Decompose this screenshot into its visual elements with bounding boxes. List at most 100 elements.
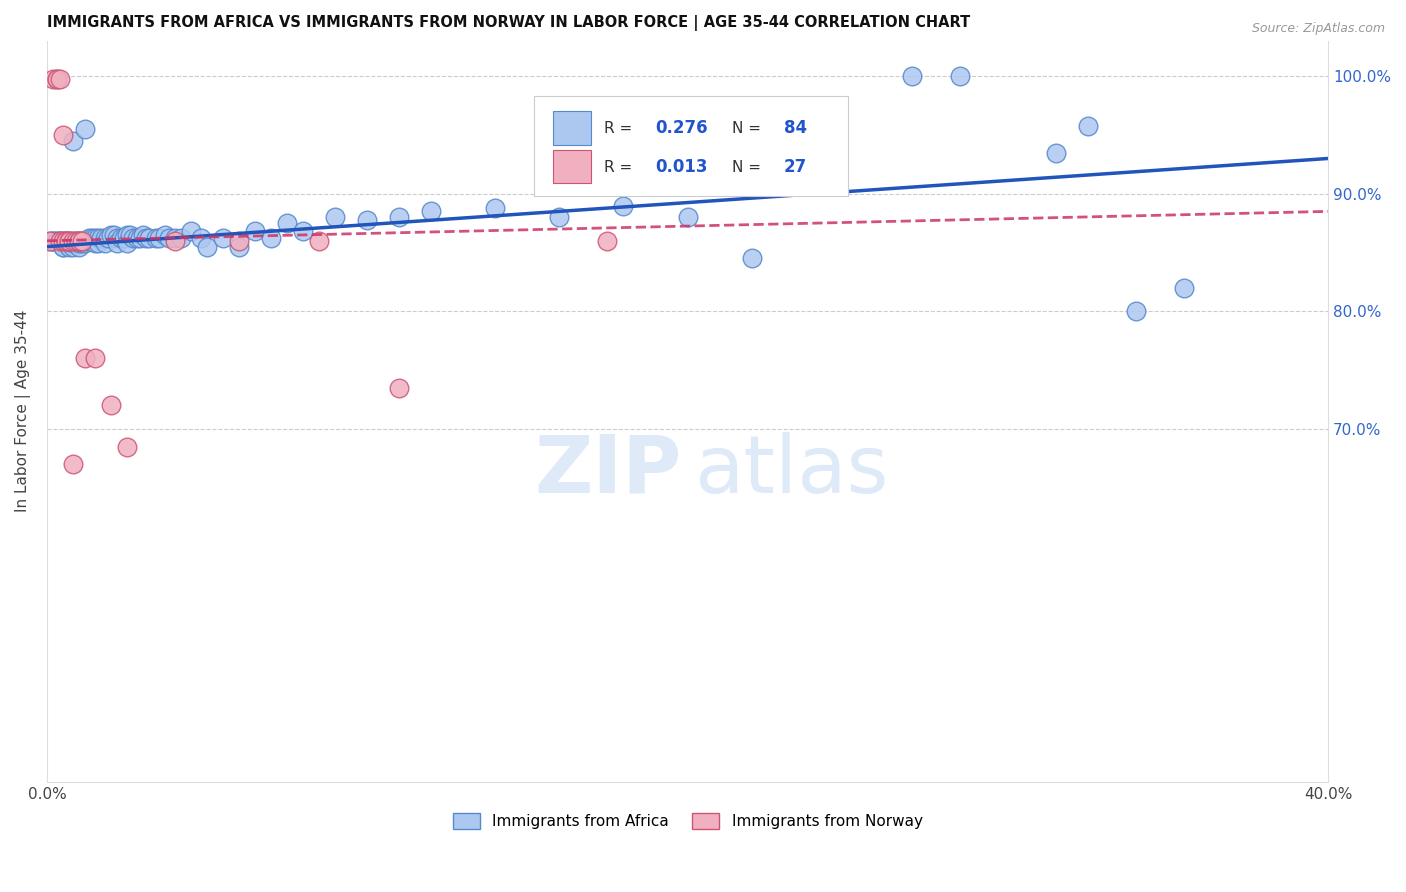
Point <box>67 234 90 248</box>
Y-axis label: In Labor Force | Age 35-44: In Labor Force | Age 35-44 <box>15 310 31 513</box>
Point <box>165 231 187 245</box>
Point <box>228 234 250 248</box>
Text: 84: 84 <box>783 120 807 137</box>
Point <box>949 69 972 83</box>
Point <box>84 351 107 366</box>
Point <box>1077 119 1099 133</box>
Point <box>87 236 110 251</box>
Point <box>93 236 115 251</box>
Point <box>55 234 77 248</box>
Point <box>75 234 97 248</box>
FancyBboxPatch shape <box>553 112 592 145</box>
Point <box>97 231 120 245</box>
Point <box>65 236 87 251</box>
Point <box>195 240 218 254</box>
Text: ZIP: ZIP <box>534 432 681 509</box>
Point <box>42 234 65 248</box>
Point <box>42 71 65 86</box>
Point <box>84 231 107 245</box>
Point <box>323 211 346 225</box>
Point <box>80 231 103 245</box>
Point <box>120 227 142 242</box>
Point <box>52 128 75 142</box>
Point <box>45 71 67 86</box>
Point <box>67 236 90 251</box>
Point <box>115 236 138 251</box>
Point <box>596 234 619 248</box>
Text: N =: N = <box>733 160 766 175</box>
Text: N =: N = <box>733 120 766 136</box>
Point <box>70 234 93 248</box>
Point <box>115 227 138 242</box>
Point <box>155 227 177 242</box>
Point <box>107 231 129 245</box>
Point <box>52 234 75 248</box>
Point <box>125 231 148 245</box>
Point <box>676 211 699 225</box>
Point <box>49 71 72 86</box>
Point <box>190 231 212 245</box>
Point <box>128 231 150 245</box>
Point <box>67 234 90 248</box>
Point <box>52 240 75 254</box>
Point <box>55 234 77 248</box>
Point <box>49 234 72 248</box>
Point <box>45 234 67 248</box>
Point <box>75 236 97 251</box>
Point <box>52 234 75 248</box>
Point <box>145 231 167 245</box>
Point <box>58 234 80 248</box>
Point <box>1045 145 1067 160</box>
Point <box>420 204 443 219</box>
Point <box>93 231 115 245</box>
Point <box>308 234 330 248</box>
Point <box>49 234 72 248</box>
Point <box>212 231 235 245</box>
Point <box>180 224 202 238</box>
Text: R =: R = <box>605 160 637 175</box>
Point <box>70 234 93 248</box>
Point <box>62 236 84 251</box>
Point <box>388 381 411 395</box>
Point <box>45 71 67 86</box>
Point <box>103 227 125 242</box>
Point <box>228 240 250 254</box>
Point <box>1125 304 1147 318</box>
Point <box>276 216 298 230</box>
Point <box>77 234 100 248</box>
Text: R =: R = <box>605 120 637 136</box>
Point <box>70 236 93 251</box>
Legend: Immigrants from Africa, Immigrants from Norway: Immigrants from Africa, Immigrants from … <box>444 805 931 837</box>
Point <box>100 227 122 242</box>
Point <box>388 211 411 225</box>
Point <box>75 122 97 136</box>
Point <box>75 351 97 366</box>
Point <box>900 69 922 83</box>
Point <box>243 224 266 238</box>
Point <box>132 227 155 242</box>
Point <box>39 234 62 248</box>
Point <box>62 234 84 248</box>
Point <box>62 234 84 248</box>
Point <box>148 231 170 245</box>
Point <box>612 198 634 212</box>
Text: 0.276: 0.276 <box>655 120 709 137</box>
Point <box>292 224 315 238</box>
Point <box>741 252 763 266</box>
Point <box>52 240 75 254</box>
Point <box>165 234 187 248</box>
Point <box>110 231 132 245</box>
Point <box>45 234 67 248</box>
Point <box>100 398 122 412</box>
Point <box>65 234 87 248</box>
Point <box>356 212 378 227</box>
Text: IMMIGRANTS FROM AFRICA VS IMMIGRANTS FROM NORWAY IN LABOR FORCE | AGE 35-44 CORR: IMMIGRANTS FROM AFRICA VS IMMIGRANTS FRO… <box>46 15 970 31</box>
Point <box>49 234 72 248</box>
Point <box>58 234 80 248</box>
Point <box>157 231 180 245</box>
Point <box>122 231 145 245</box>
Point <box>84 236 107 251</box>
Point <box>62 457 84 471</box>
Point <box>90 231 112 245</box>
Point <box>1173 281 1195 295</box>
